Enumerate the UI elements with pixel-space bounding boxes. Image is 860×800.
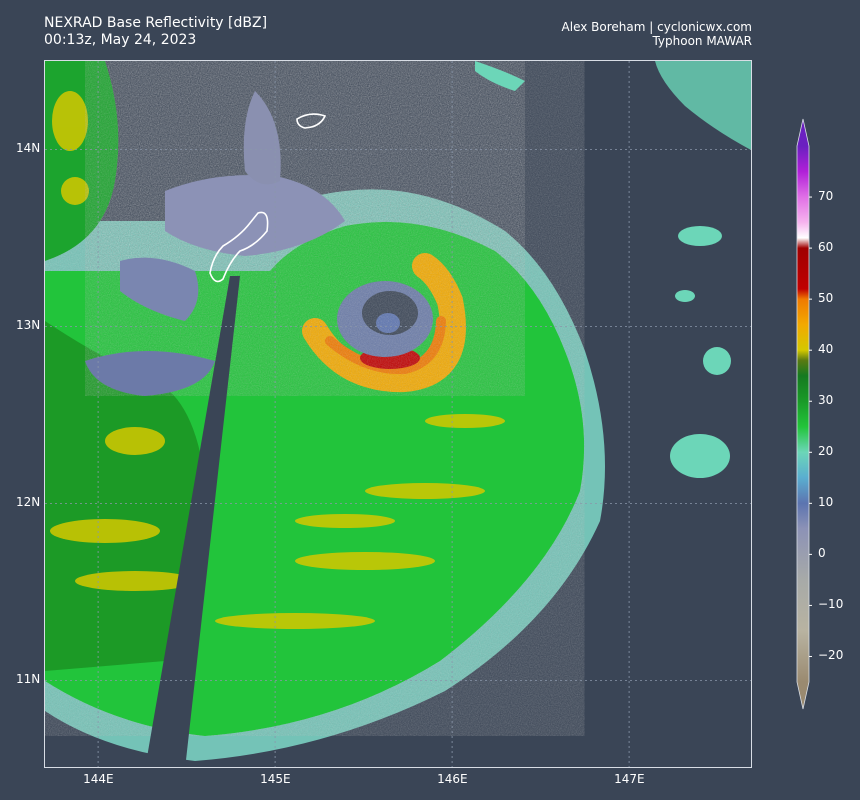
moderate-rain-bands: [50, 91, 505, 629]
colorbar-tick-label: 30: [818, 393, 834, 408]
title-block: NEXRAD Base Reflectivity [dBZ] 00:13z, M…: [44, 15, 267, 49]
colorbar-tick-label: −10: [818, 597, 844, 612]
colorbar-body: [797, 146, 809, 682]
valid-time: 00:13z, May 24, 2023: [44, 32, 197, 48]
author-credit: Alex Boreham | cyclonicwx.com: [561, 20, 752, 34]
beam-blockage-wedge: [145, 276, 240, 767]
radar-svg: [45, 61, 751, 767]
latitude-label: 13N: [16, 317, 41, 332]
colorbar-tick-label: 20: [818, 444, 834, 459]
colorbar-outline: [796, 118, 810, 710]
radar-map[interactable]: [44, 60, 752, 768]
latitude-label: 11N: [16, 671, 41, 686]
colorbar-tick-label: −20: [818, 648, 844, 663]
eye-icon: [337, 281, 433, 357]
latitude-label: 12N: [16, 494, 41, 509]
longitude-label: 145E: [260, 772, 291, 786]
isolated-cells: [655, 61, 751, 478]
colorbar-scale: [796, 118, 812, 710]
longitude-label: 144E: [83, 772, 114, 786]
colorbar-min-extend: [797, 682, 809, 709]
longitude-label: 147E: [614, 772, 645, 786]
colorbar-tick-label: 10: [818, 495, 834, 510]
colorbar-tick-label: 50: [818, 291, 834, 306]
colorbar: 70 60 50 40 30 20 10 0 −10 −20: [796, 118, 856, 710]
latitude-label: 14N: [16, 140, 41, 155]
product-title: NEXRAD Base Reflectivity [dBZ]: [44, 15, 268, 31]
colorbar-tick-label: 70: [818, 189, 834, 204]
longitude-label: 146E: [437, 772, 468, 786]
graticule: [45, 61, 751, 767]
credit-block: Alex Boreham | cyclonicwx.com Typhoon MA…: [562, 20, 752, 48]
colorbar-tick-label: 40: [818, 342, 834, 357]
guam-outline: [209, 113, 327, 283]
colorbar-tick-label: 60: [818, 240, 834, 255]
storm-name: Typhoon MAWAR: [652, 34, 752, 48]
colorbar-tick-label: 0: [818, 546, 826, 561]
colorbar-max-extend: [797, 119, 809, 146]
